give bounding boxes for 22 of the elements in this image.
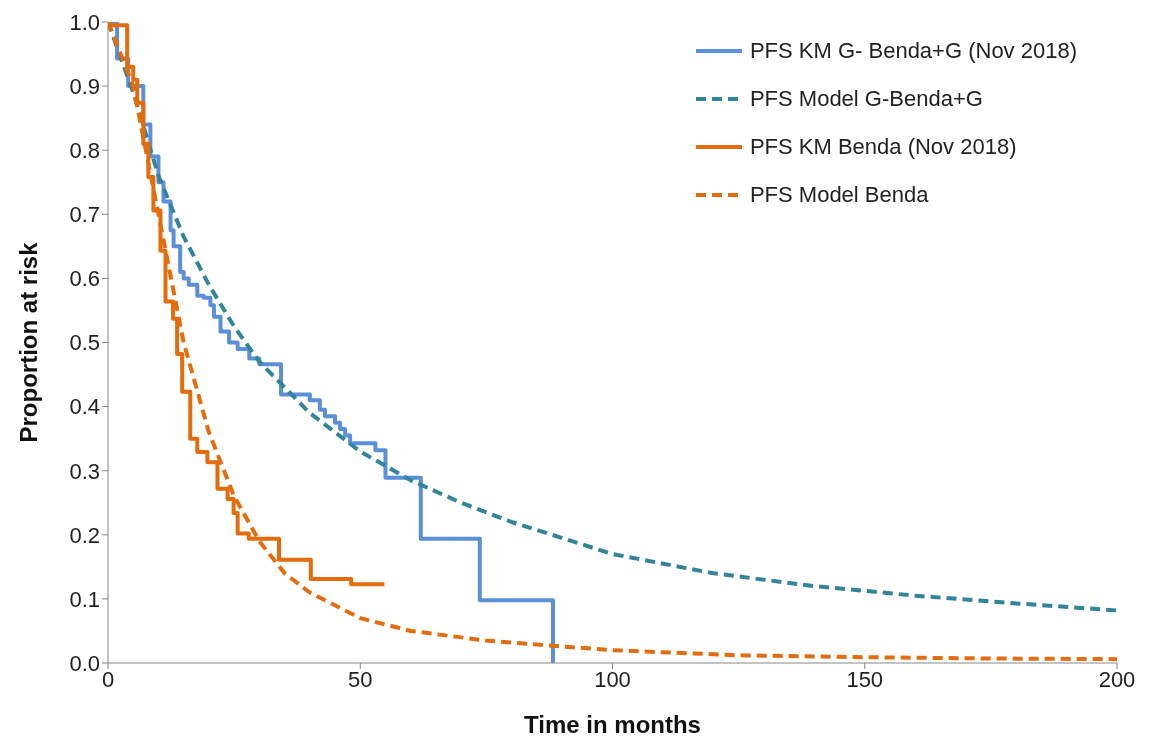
y-tick-label: 0.7 <box>69 202 100 228</box>
legend-label: PFS KM Benda (Nov 2018) <box>749 134 1017 160</box>
y-tick-label: 0.6 <box>69 266 100 292</box>
legend-label: PFS Model G-Benda+G <box>749 86 983 112</box>
x-tick-label: 0 <box>101 666 115 692</box>
x-tick-label: 50 <box>348 666 373 692</box>
y-tick-label: 0.8 <box>69 138 100 164</box>
legend-label: PFS Model Benda <box>749 182 929 208</box>
y-tick-label: 0.4 <box>69 394 100 420</box>
y-tick-label: 0.9 <box>69 73 100 99</box>
x-tick-label: 100 <box>594 666 631 692</box>
x-tick-label: 200 <box>1098 666 1136 692</box>
x-axis-title: Time in months <box>524 711 701 738</box>
y-tick-label: 0.1 <box>69 586 100 612</box>
y-tick-label: 0.3 <box>69 458 100 484</box>
y-tick-label: 0.2 <box>69 522 100 548</box>
y-axis-title: Proportion at risk <box>14 241 42 443</box>
y-tick-label: 0.0 <box>69 650 100 676</box>
x-tick-label: 150 <box>846 666 884 692</box>
legend-label: PFS KM G- Benda+G (Nov 2018) <box>749 38 1077 64</box>
y-tick-label: 1.0 <box>69 9 100 35</box>
y-tick-label: 0.5 <box>69 330 100 356</box>
